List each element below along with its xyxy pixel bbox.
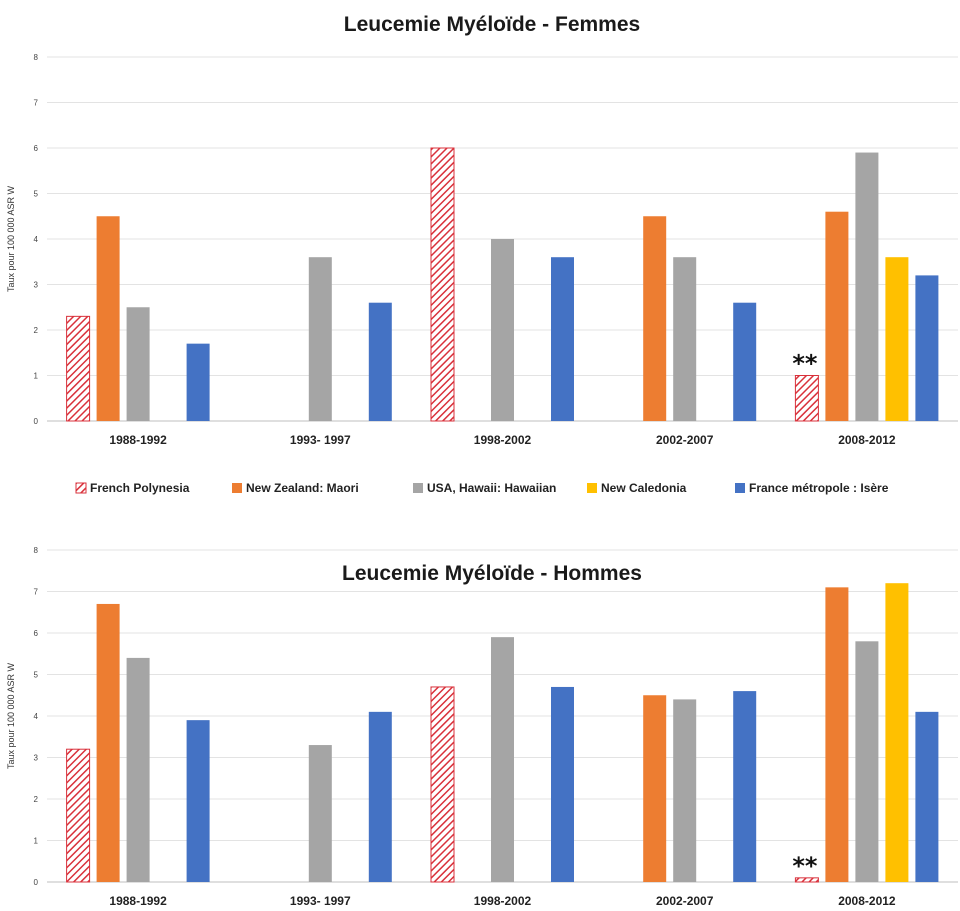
chart2-bar-usa-hawaii-hawaiian-1988-1992 (126, 657, 150, 882)
chart1-ytick-label: 3 (34, 281, 39, 290)
chart2-ytick-label: 5 (34, 671, 39, 680)
chart2-ytick-label: 7 (34, 588, 39, 597)
chart1-ytick-label: 2 (34, 326, 39, 335)
chart1-ytick-label: 7 (34, 99, 39, 108)
chart2-ytick-label: 4 (34, 712, 39, 721)
chart2-bar-usa-hawaii-hawaiian-1998-2002 (491, 637, 514, 882)
chart1-xtick-label: 2008-2012 (838, 433, 896, 447)
chart1-xtick-label: 1998-2002 (474, 433, 532, 447)
legend-swatch-usa-hawaii-hawaiian (413, 483, 423, 493)
chart1-bar-usa-hawaii-hawaiian-2008-2012 (855, 152, 879, 422)
chart1-bar-french-polynesia-1998-2002 (430, 147, 455, 422)
chart1-bar-new-zealand-maori-2008-2012 (825, 211, 849, 421)
chart1-bar-france-m-tropole-is-re-1998-2002 (551, 257, 574, 421)
chart1-ytick-label: 0 (34, 417, 39, 426)
legend-label-french-polynesia: French Polynesia (90, 481, 190, 495)
legend-label-new-caledonia: New Caledonia (601, 481, 687, 495)
chart1-bar-usa-hawaii-hawaiian-1993-1997 (308, 257, 332, 421)
chart2-y-axis-label: Taux pour 100 000 ASR W (6, 662, 16, 769)
chart2-xtick-label: 1988-1992 (109, 894, 167, 908)
chart2-bar-france-m-tropole-is-re-2002-2007 (733, 691, 757, 882)
chart1-bar-new-zealand-maori-1988-1992 (96, 216, 120, 421)
chart1-ytick-label: 6 (34, 144, 39, 153)
chart1-ytick-label: 4 (34, 235, 39, 244)
chart2-ytick-label: 0 (34, 878, 39, 887)
chart2-bar-usa-hawaii-hawaiian-2002-2007 (673, 699, 697, 882)
chart2-ytick-label: 3 (34, 754, 39, 763)
chart2-ytick-label: 6 (34, 629, 39, 638)
chart1-bar-usa-hawaii-hawaiian-1998-2002 (491, 239, 514, 421)
legend-swatch-france-m-tropole-is-re (735, 483, 745, 493)
legend-label-new-zealand-maori: New Zealand: Maori (246, 481, 359, 495)
chart1-bar-france-m-tropole-is-re-1988-1992 (186, 343, 210, 421)
chart2-bar-new-zealand-maori-2002-2007 (643, 695, 667, 882)
chart1-ytick-label: 1 (34, 372, 39, 381)
chart1-title: Leucemie Myéloïde - Femmes (344, 13, 640, 36)
chart2-xtick-label: 1998-2002 (474, 894, 532, 908)
chart2-xtick-label: 2008-2012 (838, 894, 896, 908)
chart2-ytick-label: 2 (34, 795, 39, 804)
legend-label-france-m-tropole-is-re: France métropole : Isère (749, 481, 889, 495)
chart2-bar-france-m-tropole-is-re-1998-2002 (551, 686, 574, 882)
chart1-bar-usa-hawaii-hawaiian-2002-2007 (673, 257, 697, 421)
chart1-bar-france-m-tropole-is-re-2002-2007 (733, 302, 757, 421)
legend-swatch-new-caledonia (587, 483, 597, 493)
chart1-bar-usa-hawaii-hawaiian-1988-1992 (126, 307, 150, 421)
chart2-ytick-label: 1 (34, 837, 39, 846)
chart2-xtick-label: 2002-2007 (656, 894, 714, 908)
chart2-bar-usa-hawaii-hawaiian-1993-1997 (308, 745, 332, 882)
legend-swatch-french-polynesia (75, 482, 87, 494)
chart1-bar-french-polynesia-2008-2012 (794, 375, 819, 422)
chart1-bar-france-m-tropole-is-re-2008-2012 (915, 275, 939, 421)
chart1-bar-france-m-tropole-is-re-1993-1997 (368, 302, 392, 421)
chart1-xtick-label: 1988-1992 (109, 433, 167, 447)
chart1-bar-french-polynesia-1988-1992 (66, 315, 91, 422)
chart1-annotation: ** (792, 350, 818, 378)
chart2-ytick-label: 8 (34, 546, 39, 555)
chart2-annotation: ** (792, 852, 818, 880)
legend-swatch-new-zealand-maori (232, 483, 242, 493)
chart2-bar-france-m-tropole-is-re-2008-2012 (915, 711, 939, 882)
chart1-xtick-label: 2002-2007 (656, 433, 714, 447)
chart2-bar-france-m-tropole-is-re-1988-1992 (186, 720, 210, 882)
chart2-title: Leucemie Myéloïde - Hommes (342, 562, 642, 585)
chart2-bar-french-polynesia-2008-2012 (794, 877, 819, 883)
chart1-y-axis-label: Taux pour 100 000 ASR W (6, 185, 16, 292)
chart2-bar-new-zealand-maori-1988-1992 (96, 603, 120, 882)
chart2-bar-france-m-tropole-is-re-1993-1997 (368, 711, 392, 882)
chart2-bar-new-caledonia-2008-2012 (885, 583, 909, 882)
chart2-bar-new-zealand-maori-2008-2012 (825, 587, 849, 882)
chart1-bar-new-zealand-maori-2002-2007 (643, 216, 667, 421)
legend-label-usa-hawaii-hawaiian: USA, Hawaii: Hawaiian (427, 481, 556, 495)
chart2-bar-french-polynesia-1988-1992 (66, 748, 91, 883)
chart2-bar-french-polynesia-1998-2002 (430, 686, 455, 883)
chart1-bar-new-caledonia-2008-2012 (885, 257, 909, 421)
chart1-ytick-label: 8 (34, 53, 39, 62)
chart1-ytick-label: 5 (34, 190, 39, 199)
chart2-bar-usa-hawaii-hawaiian-2008-2012 (855, 641, 879, 882)
chart2-xtick-label: 1993- 1997 (290, 894, 351, 908)
chart1-xtick-label: 1993- 1997 (290, 433, 351, 447)
